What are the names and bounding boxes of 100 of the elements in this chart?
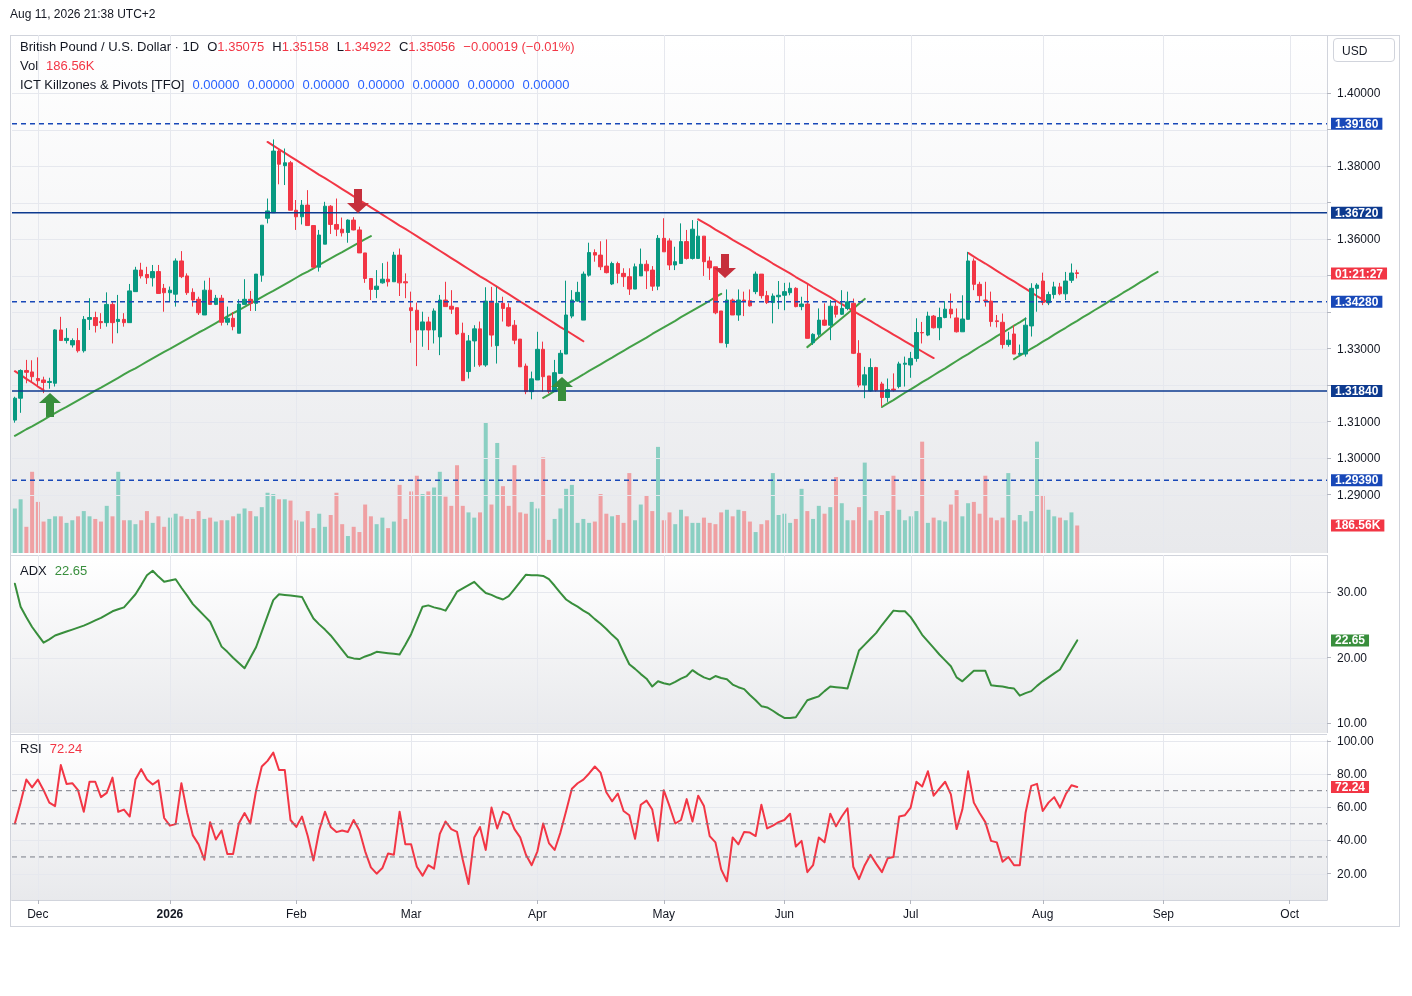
candlestick (874, 366, 878, 393)
y-tick-label: 40.00 (1337, 833, 1368, 848)
x-tick-label: Sep (1152, 907, 1175, 921)
candlestick (231, 311, 235, 331)
candlestick (673, 246, 677, 271)
bar (150, 522, 155, 553)
annotation: 0.00000 (467, 77, 515, 92)
bar (489, 504, 494, 553)
bar (426, 491, 431, 553)
candlestick (811, 332, 815, 346)
bar (851, 520, 856, 553)
candlestick (489, 286, 494, 348)
bar (432, 487, 437, 553)
bar (1075, 525, 1080, 553)
chart-title: RSI (20, 741, 42, 756)
bar (173, 513, 178, 553)
candlestick (725, 288, 729, 348)
x-tick-label: Apr (528, 907, 547, 921)
bar (110, 516, 115, 553)
y-tick-label: 1.36000 (1337, 232, 1381, 247)
bar (162, 526, 167, 553)
bar (414, 475, 419, 553)
bar (30, 471, 35, 553)
candlestick (426, 316, 431, 351)
y-tick-label: 1.40000 (1337, 86, 1381, 101)
bar (799, 488, 804, 553)
annotation: 22.65 (54, 563, 88, 578)
annotation: 0.00000 (357, 77, 405, 92)
bar (902, 520, 907, 553)
bar (242, 508, 247, 553)
bar (185, 518, 190, 553)
bar (667, 512, 672, 553)
y-tick-label: 1.31000 (1337, 414, 1381, 429)
bar (317, 513, 322, 553)
bar (213, 521, 218, 553)
candlestick (150, 264, 155, 288)
candlestick (59, 316, 63, 342)
bar (121, 520, 126, 553)
bar (564, 488, 569, 553)
candlestick (76, 327, 80, 354)
annotation: −0.00019 (−0.01%) (463, 39, 575, 54)
bar (724, 509, 729, 553)
bar (518, 512, 523, 553)
candlestick (891, 372, 896, 393)
bar (960, 516, 965, 553)
bar (478, 512, 482, 553)
candlestick (260, 224, 264, 283)
bar (701, 517, 706, 553)
bar (1035, 441, 1040, 553)
bar (47, 518, 52, 553)
y-tick-label: 10.00 (1337, 716, 1368, 731)
candlestick (415, 302, 419, 367)
candlestick (116, 294, 120, 334)
bar (828, 507, 833, 553)
line-series (13, 751, 1079, 886)
candlestick (104, 291, 109, 328)
bar (954, 490, 959, 553)
bar (788, 522, 793, 553)
y-tick-label: 1.30000 (1337, 451, 1381, 466)
ref-line-label: 1.39160 (1335, 116, 1379, 131)
bar (116, 471, 121, 553)
bar (541, 457, 546, 553)
y-tick-label: 1.38000 (1337, 159, 1381, 174)
candlestick (541, 341, 545, 393)
candlestick (730, 298, 735, 316)
bar (363, 504, 368, 553)
bar (971, 501, 976, 553)
bar (1057, 517, 1062, 553)
bar (277, 499, 282, 553)
candlestick (122, 312, 126, 328)
candlestick (633, 263, 637, 290)
candlestick (742, 291, 746, 317)
candlestick (1006, 331, 1011, 348)
bar (41, 521, 46, 553)
bar (139, 520, 144, 553)
bar (254, 516, 259, 553)
candlestick (380, 262, 385, 285)
y-tick-label: 20.00 (1337, 650, 1368, 665)
bar (656, 446, 661, 553)
annotation: 0.00000 (247, 77, 295, 92)
candlestick (225, 306, 230, 326)
candlestick (386, 261, 390, 288)
bar (345, 535, 350, 553)
bar (12, 508, 17, 553)
bar (857, 507, 861, 553)
bar (196, 511, 201, 553)
candlestick (478, 321, 482, 368)
candlestick (369, 277, 373, 301)
bar (759, 524, 764, 553)
y-tick-label: 60.00 (1337, 800, 1368, 815)
text: Aug 11, 2026 21:38 UTC+2 (10, 7, 156, 21)
bar (1000, 517, 1005, 553)
bar (248, 511, 253, 553)
candlestick (483, 286, 488, 368)
bar (225, 520, 230, 553)
annotation: ICT Killzones & Pivots [TFO] (20, 77, 185, 92)
candlestick (817, 307, 821, 338)
bar (948, 504, 953, 553)
text: 186.56K (46, 58, 95, 73)
bar (610, 516, 615, 553)
